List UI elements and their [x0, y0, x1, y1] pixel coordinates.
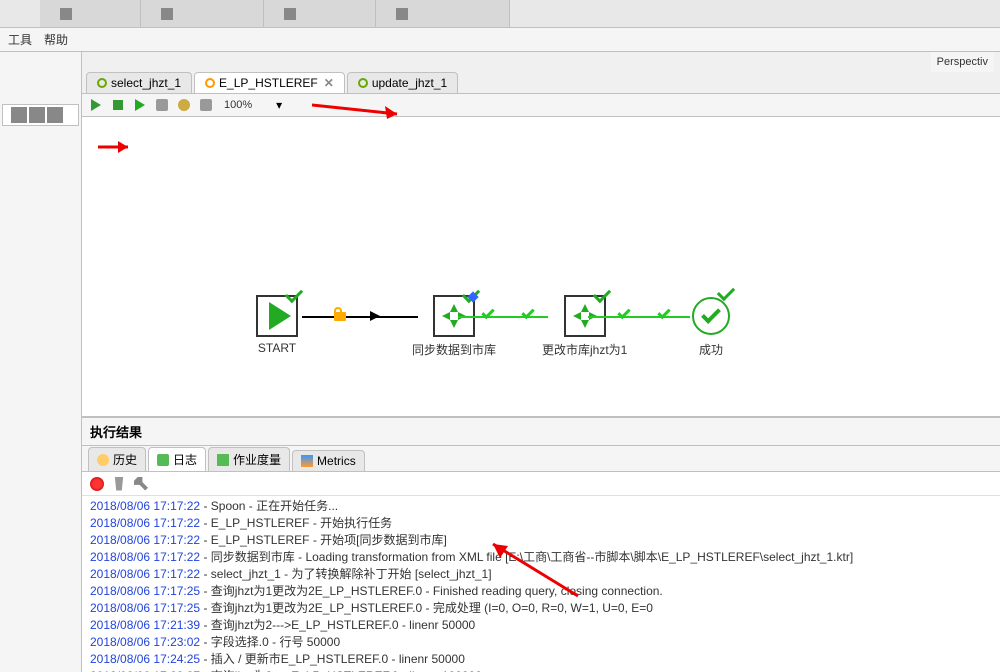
- results-toolbar: [82, 472, 1000, 496]
- results-tab-metrics2[interactable]: Metrics: [292, 450, 365, 471]
- log-line: 2018/08/06 17:23:02 - 字段选择.0 - 行号 50000: [90, 634, 992, 651]
- log-line: 2018/08/06 17:17:25 - 查询jhzt为1更改为2E_LP_H…: [90, 583, 992, 600]
- editor-tab-hstleref[interactable]: E_LP_HSTLEREF ✕: [194, 72, 345, 93]
- editor-tab-update[interactable]: update_jhzt_1: [347, 72, 458, 93]
- log-line: 2018/08/06 17:21:39 - 查询jhzt为2--->E_LP_H…: [90, 617, 992, 634]
- left-tool-icon[interactable]: [29, 107, 45, 123]
- node-label: 同步数据到市库: [412, 341, 496, 358]
- results-panel: 执行结果 历史 日志 作业度量 Metrics 2018/08/06 17:17…: [82, 417, 1000, 672]
- close-icon[interactable]: ✕: [324, 76, 334, 90]
- tab-label: select_jhzt_1: [111, 76, 181, 90]
- log-line: 2018/08/06 17:17:22 - E_LP_HSTLEREF - 开始…: [90, 532, 992, 549]
- left-tool-icon[interactable]: [47, 107, 63, 123]
- browser-tab[interactable]: [376, 0, 510, 27]
- annotation-arrow: [98, 139, 138, 155]
- node-label: 更改市库jhzt为1: [542, 341, 627, 358]
- results-tab-log[interactable]: 日志: [148, 447, 206, 471]
- perspective-label[interactable]: Perspectiv: [931, 52, 994, 72]
- metrics-icon: [301, 455, 313, 467]
- log-area[interactable]: 2018/08/06 17:17:22 - Spoon - 正在开始任务...2…: [82, 496, 1000, 672]
- run-icon[interactable]: [88, 97, 104, 113]
- editor-tab-select[interactable]: select_jhzt_1: [86, 72, 192, 93]
- log-line: 2018/08/06 17:28:37 - 查询jhzt为2--->E_LP_H…: [90, 668, 992, 672]
- menu-help[interactable]: 帮助: [44, 31, 68, 48]
- log-line: 2018/08/06 17:17:22 - E_LP_HSTLEREF - 开始…: [90, 515, 992, 532]
- menu-tools[interactable]: 工具: [8, 31, 32, 48]
- browser-tab[interactable]: [264, 0, 376, 27]
- edge: [302, 316, 418, 318]
- left-toolbar: [2, 104, 79, 126]
- menu-bar: 工具 帮助: [0, 28, 1000, 52]
- results-tabs: 历史 日志 作业度量 Metrics: [82, 446, 1000, 472]
- zoom-text: 100%: [224, 99, 252, 111]
- tab-label: E_LP_HSTLEREF: [219, 76, 318, 90]
- log-line: 2018/08/06 17:17:25 - 查询jhzt为1更改为2E_LP_H…: [90, 600, 992, 617]
- node-start[interactable]: START: [256, 295, 298, 355]
- job-icon: [205, 78, 215, 88]
- transformation-icon: [358, 78, 368, 88]
- log-line: 2018/08/06 17:24:25 - 插入 / 更新市E_LP_HSTLE…: [90, 651, 992, 668]
- editor-toolbar: 100% ▾: [82, 94, 1000, 117]
- lock-icon: [334, 307, 346, 321]
- zoom-icon[interactable]: [176, 97, 192, 113]
- results-title: 执行结果: [82, 418, 1000, 446]
- browser-tab[interactable]: [40, 0, 141, 27]
- browser-tab[interactable]: [141, 0, 264, 27]
- node-update[interactable]: 更改市库jhzt为1: [542, 295, 627, 358]
- left-panel: [0, 52, 82, 672]
- canvas[interactable]: START 同步数据到市库 更改市库jhzt为1: [82, 117, 1000, 417]
- log-line: 2018/08/06 17:17:22 - 同步数据到市库 - Loading …: [90, 549, 992, 566]
- node-sync[interactable]: 同步数据到市库: [412, 295, 496, 358]
- node-label: 成功: [690, 341, 732, 358]
- tool-icon[interactable]: [154, 97, 170, 113]
- settings-icon[interactable]: [134, 477, 148, 491]
- job-metrics-icon: [217, 454, 229, 466]
- clear-log-icon[interactable]: [112, 477, 126, 491]
- results-tab-metrics[interactable]: 作业度量: [208, 447, 290, 471]
- tab-label: update_jhzt_1: [372, 76, 447, 90]
- left-tool-icon[interactable]: [11, 107, 27, 123]
- editor-tabs: select_jhzt_1 E_LP_HSTLEREF ✕ update_jhz…: [82, 72, 1000, 94]
- browser-tabs: [0, 0, 1000, 28]
- node-success[interactable]: 成功: [690, 295, 732, 358]
- stop-log-icon[interactable]: [90, 477, 104, 491]
- log-line: 2018/08/06 17:17:22 - Spoon - 正在开始任务...: [90, 498, 992, 515]
- node-label: START: [256, 341, 298, 355]
- log-icon: [157, 454, 169, 466]
- history-icon: [97, 454, 109, 466]
- log-line: 2018/08/06 17:17:22 - select_jhzt_1 - 为了…: [90, 566, 992, 583]
- tool-icon[interactable]: [198, 97, 214, 113]
- edge: [588, 316, 692, 318]
- zoom-dropdown-icon[interactable]: ▾: [276, 98, 282, 112]
- check-badge-icon: [592, 285, 610, 303]
- check-badge-icon: [285, 285, 303, 303]
- edge-arrow-icon: [370, 311, 380, 321]
- edge: [458, 316, 548, 318]
- transformation-icon: [97, 78, 107, 88]
- run2-icon[interactable]: [132, 97, 148, 113]
- stop-icon[interactable]: [110, 97, 126, 113]
- results-tab-history[interactable]: 历史: [88, 447, 146, 471]
